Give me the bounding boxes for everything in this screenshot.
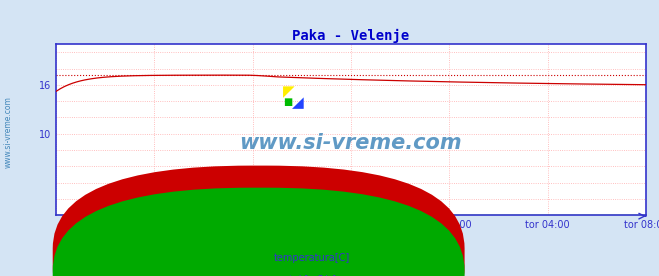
Text: ■: ■ (283, 97, 293, 107)
Text: ◢: ◢ (292, 95, 304, 110)
Text: www.si-vreme.com: www.si-vreme.com (240, 133, 462, 153)
Text: ◤: ◤ (283, 84, 295, 100)
Text: temperatura[C]: temperatura[C] (273, 253, 350, 263)
Text: www.si-vreme.com: www.si-vreme.com (3, 97, 13, 168)
Text: pretok[m3/s]: pretok[m3/s] (273, 275, 337, 276)
Title: Paka - Velenje: Paka - Velenje (293, 29, 409, 43)
